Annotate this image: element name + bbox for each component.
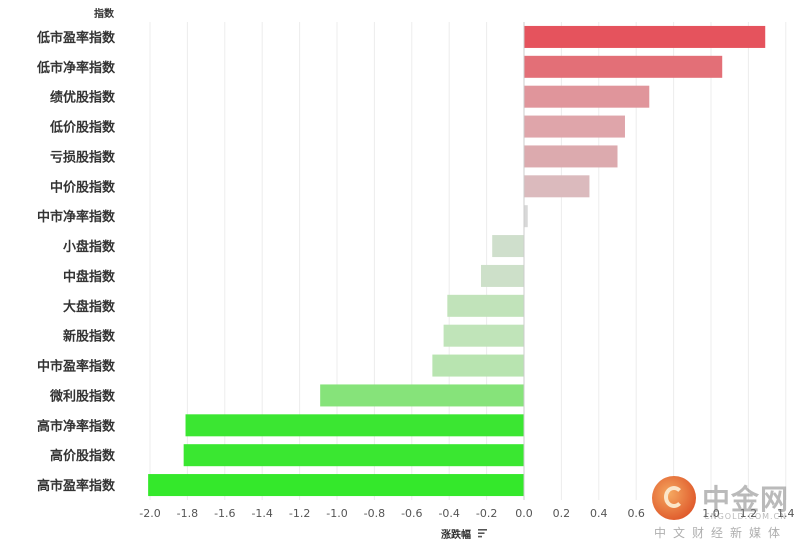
category-label: 中市盈率指数 <box>37 359 116 375</box>
x-tick-label: -1.6 <box>214 507 235 520</box>
sort-icon[interactable] <box>478 529 487 538</box>
bar[interactable] <box>447 294 524 317</box>
x-axis-title: 涨跌幅 <box>441 528 471 541</box>
watermark-subtitle: 中文财经新媒体 <box>654 526 788 540</box>
category-label: 中市净率指数 <box>37 209 116 225</box>
category-label: 微利股指数 <box>49 388 116 404</box>
x-tick-label: 0.2 <box>553 507 571 520</box>
category-label: 小盘指数 <box>63 239 116 255</box>
x-tick-label: 1.2 <box>740 507 758 520</box>
bar[interactable] <box>524 175 590 198</box>
x-tick-label: -0.4 <box>438 507 459 520</box>
bar[interactable] <box>183 444 524 467</box>
x-tick-label: -0.6 <box>401 507 422 520</box>
bar[interactable] <box>148 474 524 497</box>
bar[interactable] <box>524 25 766 48</box>
x-tick-label: 1.0 <box>702 507 720 520</box>
category-label: 低价股指数 <box>49 120 116 136</box>
category-label: 中盘指数 <box>63 269 116 285</box>
x-tick-label: 1.4 <box>777 507 795 520</box>
bar[interactable] <box>524 145 618 168</box>
x-tick-labels: -2.0 -1.8 -1.6 -1.4 -1.2 -1.0 -0.8 -0.6 -0.4 -0.2… <box>139 507 794 520</box>
bar[interactable] <box>524 85 650 108</box>
x-tick-label: 0.6 <box>627 507 645 520</box>
x-tick-label: -1.0 <box>326 507 347 520</box>
bar[interactable] <box>524 55 723 78</box>
category-label: 新股指数 <box>63 329 116 345</box>
x-tick-label: -0.2 <box>476 507 497 520</box>
x-tick-label: -2.0 <box>139 507 160 520</box>
category-label: 高价股指数 <box>50 448 116 464</box>
bar[interactable] <box>432 354 524 377</box>
category-label: 亏损股指数 <box>50 149 116 165</box>
category-label: 绩优股指数 <box>50 90 116 106</box>
watermark-domain: CNGOLD.COM.CN <box>704 512 788 521</box>
category-label: 高市净率指数 <box>37 418 116 434</box>
bar[interactable] <box>524 205 528 228</box>
category-label: 高市盈率指数 <box>37 478 116 494</box>
x-tick-label: -1.2 <box>289 507 310 520</box>
bar[interactable] <box>443 324 524 347</box>
watermark-title: 中金网 <box>702 483 790 516</box>
x-tick-label: -0.8 <box>364 507 385 520</box>
category-label: 大盘指数 <box>63 299 116 315</box>
x-tick-label: 0.4 <box>590 507 608 520</box>
y-axis-title: 指数 <box>94 7 115 20</box>
category-label: 中价股指数 <box>50 179 116 195</box>
x-tick-label: -1.4 <box>251 507 272 520</box>
bar[interactable] <box>524 115 625 138</box>
cngold-logo-icon <box>652 476 696 520</box>
category-label: 低市盈率指数 <box>36 30 116 46</box>
bar[interactable] <box>185 414 524 437</box>
x-tick-label: -1.8 <box>177 507 198 520</box>
watermark: 中金网 CNGOLD.COM.CN 中文财经新媒体 <box>650 476 800 542</box>
bar[interactable] <box>492 235 524 258</box>
category-labels: 低市盈率指数低市净率指数绩优股指数低价股指数亏损股指数中价股指数中市净率指数小盘… <box>36 30 116 494</box>
category-label: 低市净率指数 <box>36 60 116 76</box>
x-tick-label: 0.0 <box>515 507 533 520</box>
bar[interactable] <box>320 384 524 407</box>
bars <box>148 25 766 497</box>
bar[interactable] <box>480 264 524 287</box>
